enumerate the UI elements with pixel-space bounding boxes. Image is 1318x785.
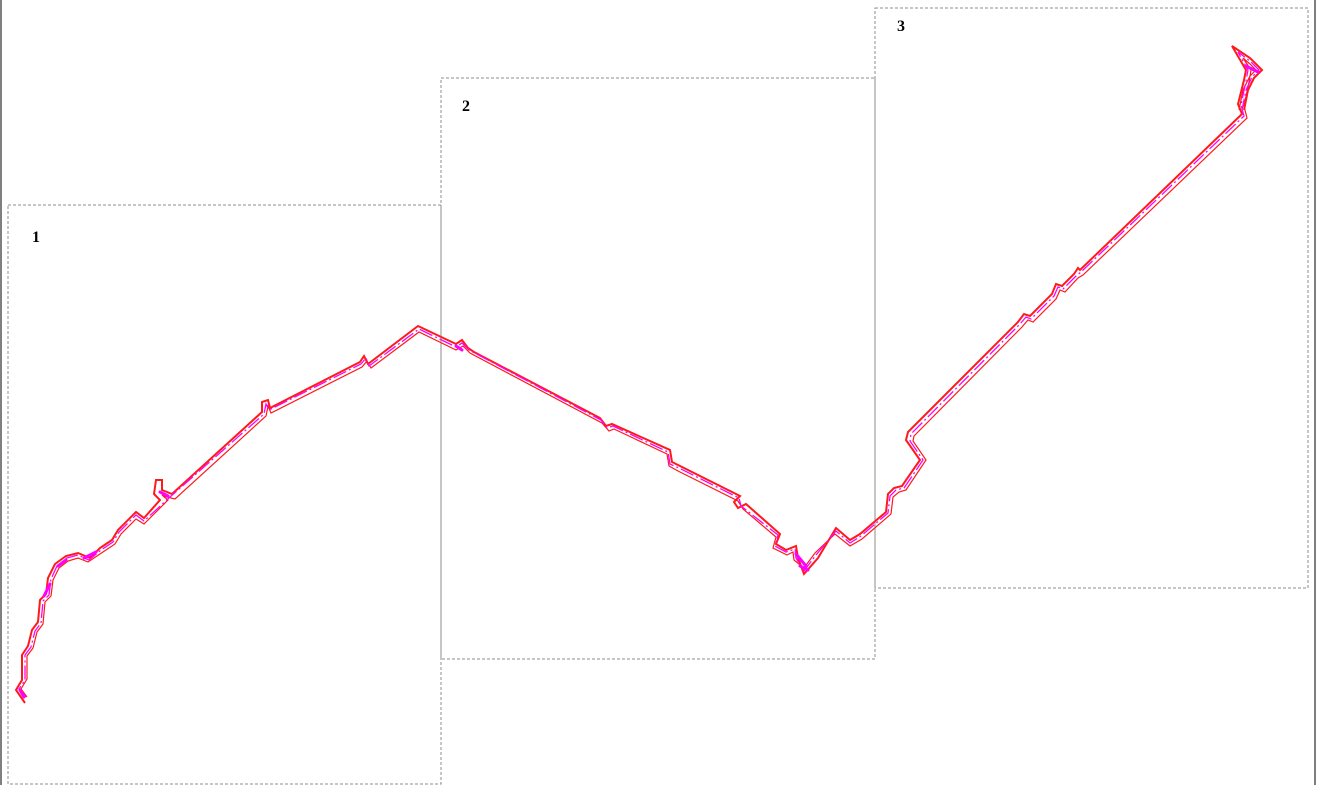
route-outline	[14, 45, 1264, 704]
route-centerline	[18, 51, 1260, 698]
sheet-3-boundary[interactable]	[874, 7, 1309, 589]
sheet-2-boundary[interactable]	[440, 77, 876, 660]
sheet-2-label: 2	[462, 98, 470, 115]
route-accents	[18, 64, 1260, 699]
sheet-3-label: 3	[897, 18, 905, 35]
sheet-1-label: 1	[32, 229, 40, 246]
sheet-1-boundary[interactable]	[7, 204, 442, 785]
route-inner-outline	[20, 57, 1257, 698]
